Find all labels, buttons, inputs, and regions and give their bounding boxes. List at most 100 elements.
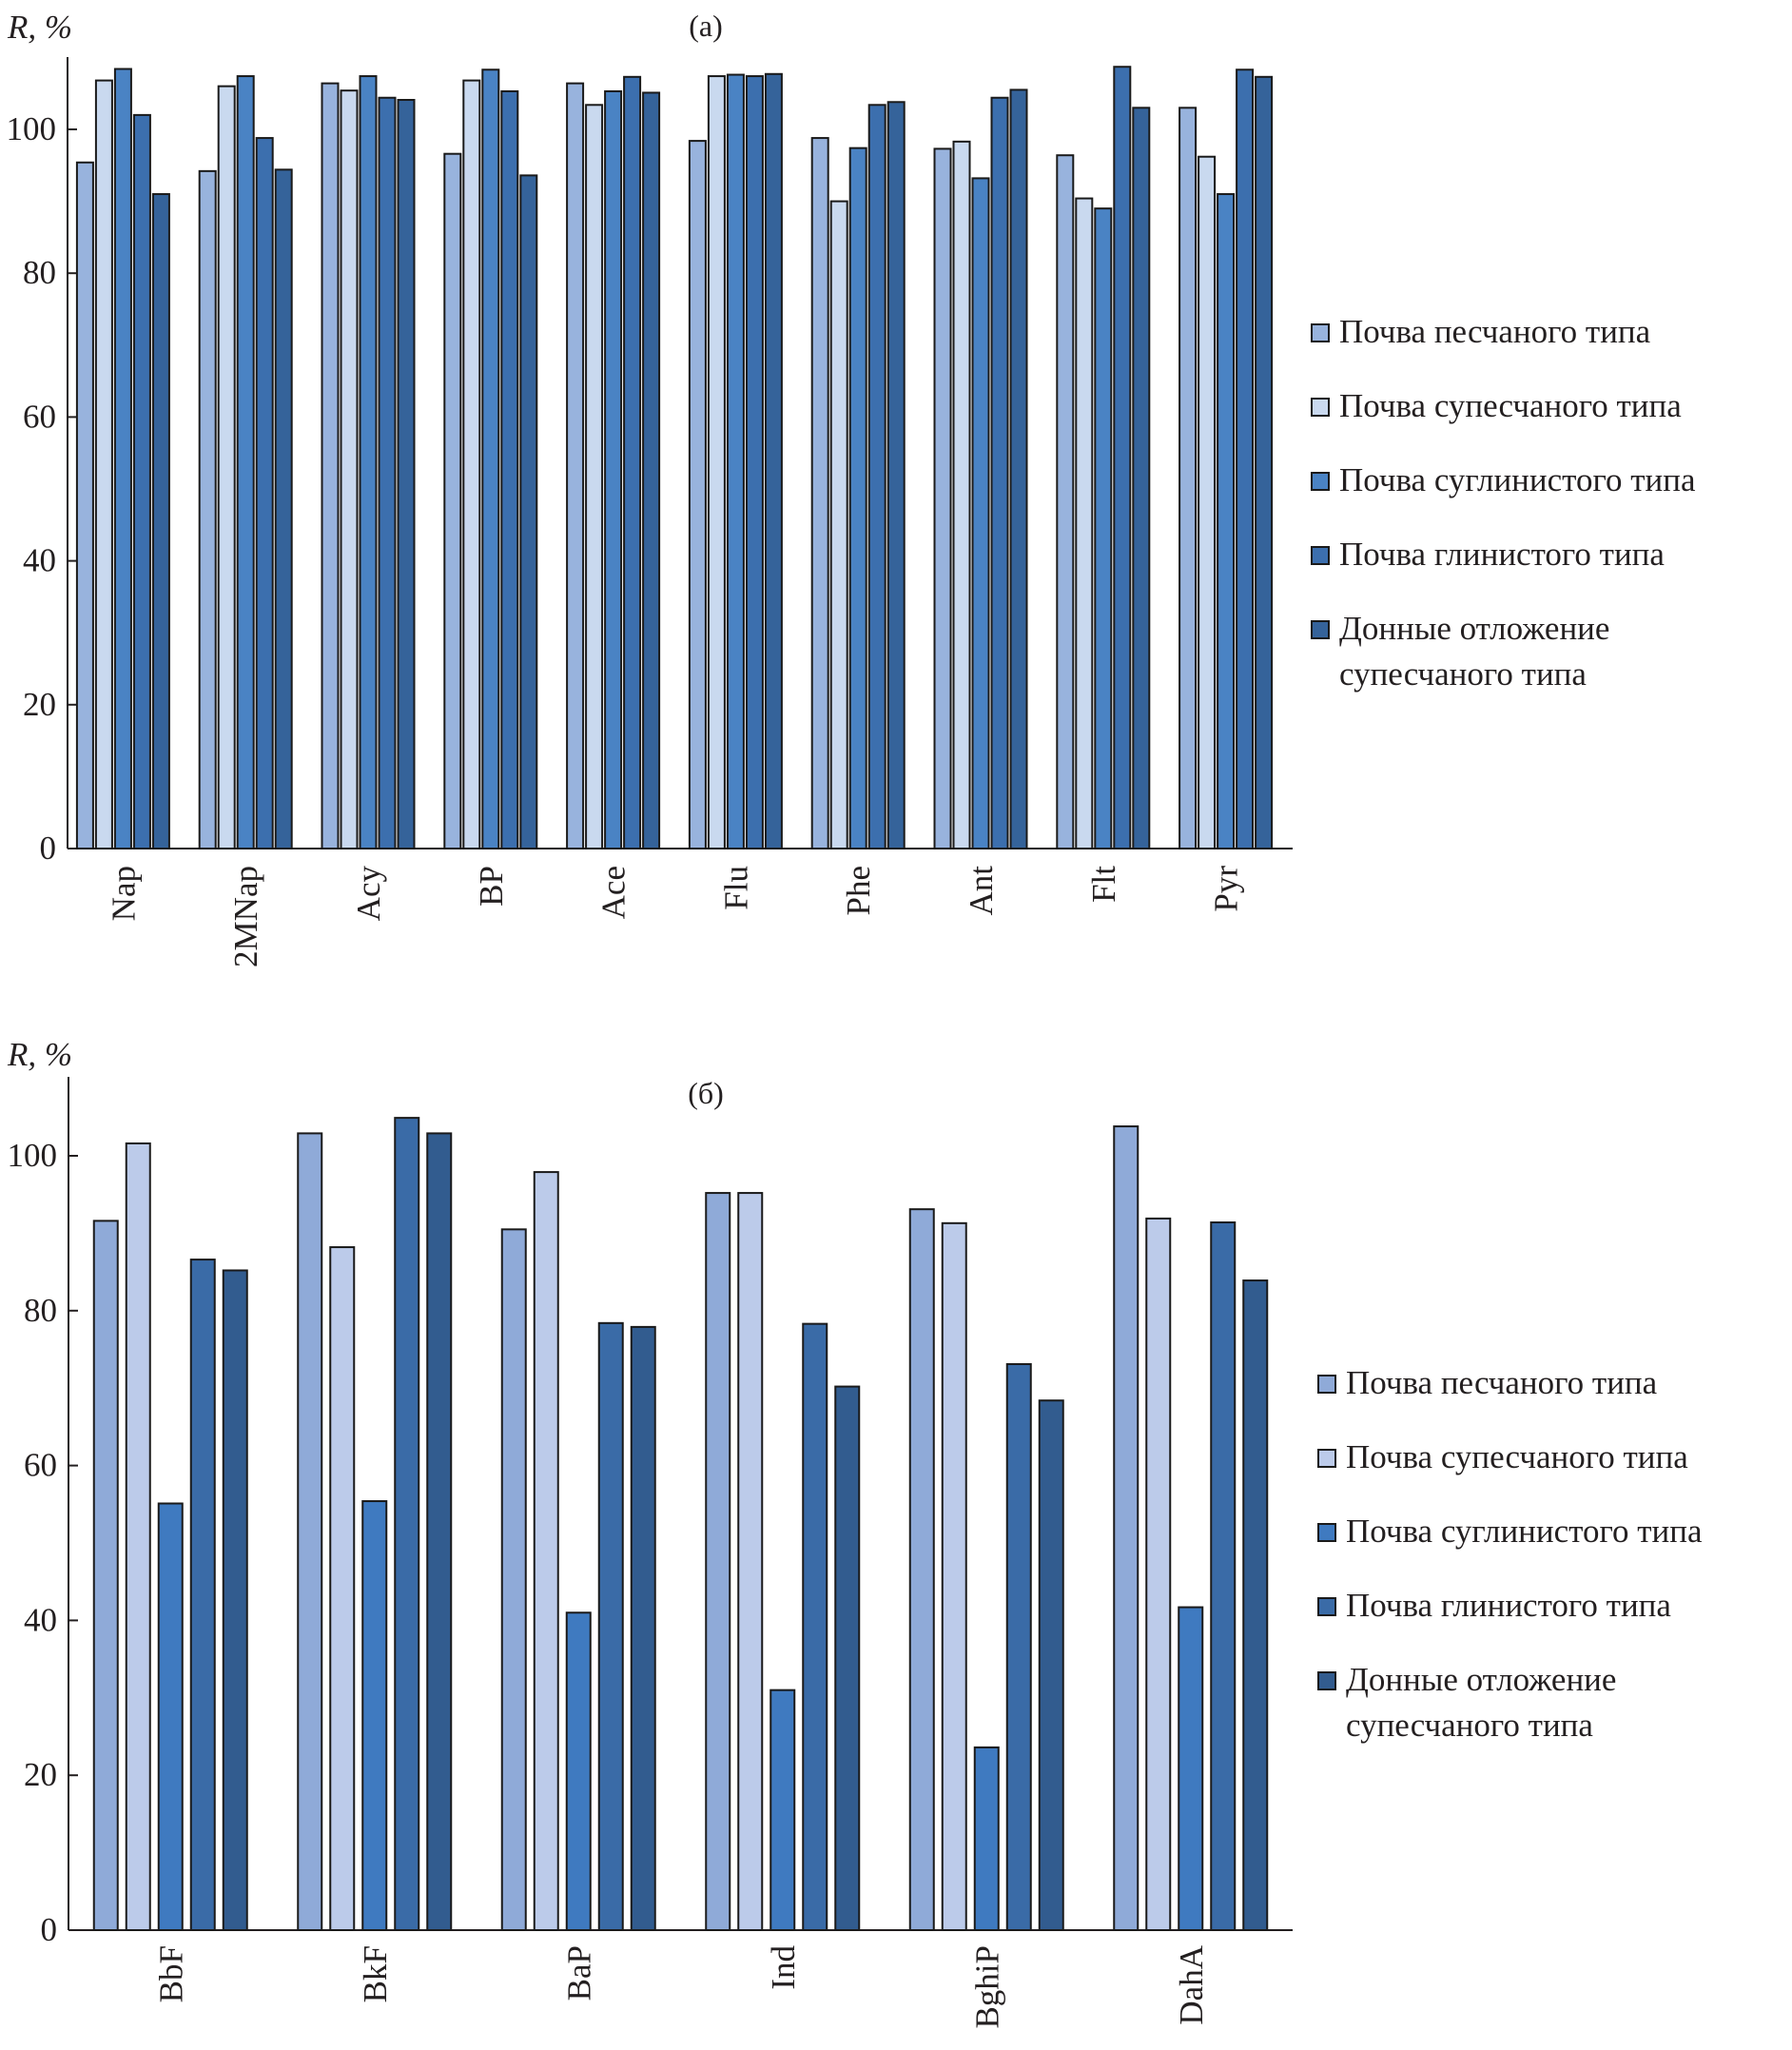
chart-title: (a) — [689, 9, 723, 43]
bar — [705, 1192, 731, 1931]
bar — [297, 1132, 323, 1932]
bar — [321, 82, 340, 849]
bar — [642, 91, 661, 850]
bar — [623, 75, 642, 849]
bar — [92, 1220, 119, 1931]
legend-item: Донные отложение супесчаного типа — [1311, 592, 1786, 712]
y-tick-label: 100 — [8, 1137, 58, 1174]
bar — [1038, 1399, 1064, 1931]
x-tick-label: Acy — [350, 866, 387, 922]
x-tick-label: BaP — [560, 1945, 597, 2001]
bar — [1009, 88, 1028, 850]
y-tick-label: 60 — [24, 1447, 57, 1484]
legend-a: Почва песчаного типа Почва супесчаного т… — [1311, 295, 1786, 712]
bar — [604, 89, 623, 849]
bar — [886, 101, 906, 850]
x-tick-label: Flu — [717, 866, 754, 910]
bar — [1210, 1221, 1237, 1931]
bar — [359, 75, 378, 849]
x-tick-label: Pyr — [1208, 866, 1245, 912]
y-tick-label: 40 — [24, 1601, 57, 1638]
bar — [745, 75, 764, 849]
legend-item: Донные отложение супесчаного типа — [1317, 1643, 1792, 1763]
x-tick-label: Ace — [595, 866, 633, 919]
bar — [217, 85, 236, 849]
bar — [329, 1246, 356, 1931]
bar — [971, 177, 990, 849]
panel-b: 0 20 40 60 80 100 R, % (б) BbF BkF BaP Ind BghiP DahA — [7, 1036, 1293, 2029]
legend-label: Почва суглинистого типа — [1346, 1513, 1703, 1550]
legend-label: Почва супесчаного типа — [1346, 1438, 1688, 1475]
legend-b: Почва песчаного типа Почва супесчаного т… — [1317, 1346, 1792, 1763]
legend-label: Почва глинистого типа — [1339, 536, 1665, 573]
y-tick-label: 80 — [24, 1292, 57, 1329]
bar — [1113, 1125, 1139, 1931]
legend-swatch — [1311, 546, 1330, 565]
chart-title: (б) — [688, 1076, 724, 1110]
x-tick-label: Flt — [1085, 866, 1122, 903]
bar — [533, 1171, 559, 1931]
legend-item: Почва суглинистого типа — [1317, 1494, 1792, 1569]
bar — [1113, 66, 1132, 849]
bar — [585, 104, 604, 849]
bar — [834, 1385, 861, 1931]
bar — [1005, 1362, 1032, 1931]
y-tick-label: 40 — [23, 542, 56, 579]
y-tick-label: 0 — [40, 830, 57, 867]
bar — [1242, 1279, 1269, 1931]
bar — [519, 174, 538, 850]
panel-a: 0 20 40 60 80 100 R, % (a) Nap 2MNap Acy BP Ace Flu Ph… — [7, 9, 1293, 967]
bar — [361, 1500, 388, 1931]
y-tick-label: 100 — [7, 110, 57, 147]
x-tick-label: 2MNap — [227, 866, 264, 967]
y-axis-label: R, % — [7, 9, 72, 46]
bar — [1145, 1217, 1172, 1931]
bar — [1217, 193, 1236, 850]
bar — [1075, 197, 1094, 850]
bar — [829, 200, 848, 850]
bar — [973, 1746, 1000, 1931]
bar — [222, 1269, 248, 1932]
bar — [933, 147, 952, 850]
x-tick-label: Phe — [840, 866, 877, 916]
legend-label: Почва суглинистого типа — [1339, 461, 1696, 498]
legend-swatch — [1311, 472, 1330, 491]
bar — [394, 1117, 420, 1931]
legend-label: Почва песчаного типа — [1339, 313, 1651, 350]
y-tick-label: 20 — [24, 1756, 57, 1793]
bar — [1178, 107, 1198, 849]
bar — [236, 75, 255, 849]
y-tick-label: 20 — [23, 686, 56, 723]
y-tick-label: 80 — [23, 254, 56, 291]
bar — [566, 82, 585, 849]
legend-label: Донные отложение супесчаного типа — [1339, 610, 1610, 693]
bar — [802, 1322, 828, 1931]
bar — [462, 79, 481, 850]
bar — [157, 1502, 184, 1931]
bar — [1236, 68, 1255, 849]
bar — [565, 1611, 592, 1931]
bar — [848, 146, 867, 849]
bar — [688, 140, 707, 849]
legend-item: Почва суглинистого типа — [1311, 443, 1786, 517]
legend-swatch — [1317, 1375, 1336, 1394]
bar — [630, 1325, 656, 1932]
bar — [737, 1192, 764, 1931]
bar — [340, 89, 359, 849]
bar — [1094, 207, 1113, 850]
y-axis-label: R, % — [7, 1036, 72, 1073]
bar — [500, 1228, 527, 1931]
x-tick-label: Ant — [963, 866, 1000, 916]
bar — [769, 1689, 796, 1932]
bar — [1198, 155, 1217, 849]
legend-item: Почва глинистого типа — [1317, 1569, 1792, 1643]
bar — [397, 99, 416, 849]
legend-swatch — [1317, 1523, 1336, 1542]
legend-swatch — [1317, 1449, 1336, 1468]
x-tick-label: Ind — [765, 1945, 802, 1990]
legend-item: Почва супесчаного типа — [1311, 369, 1786, 443]
legend-swatch — [1311, 398, 1330, 417]
bar — [726, 73, 745, 849]
legend-item: Почва глинистого типа — [1311, 517, 1786, 592]
bar — [908, 1208, 935, 1931]
